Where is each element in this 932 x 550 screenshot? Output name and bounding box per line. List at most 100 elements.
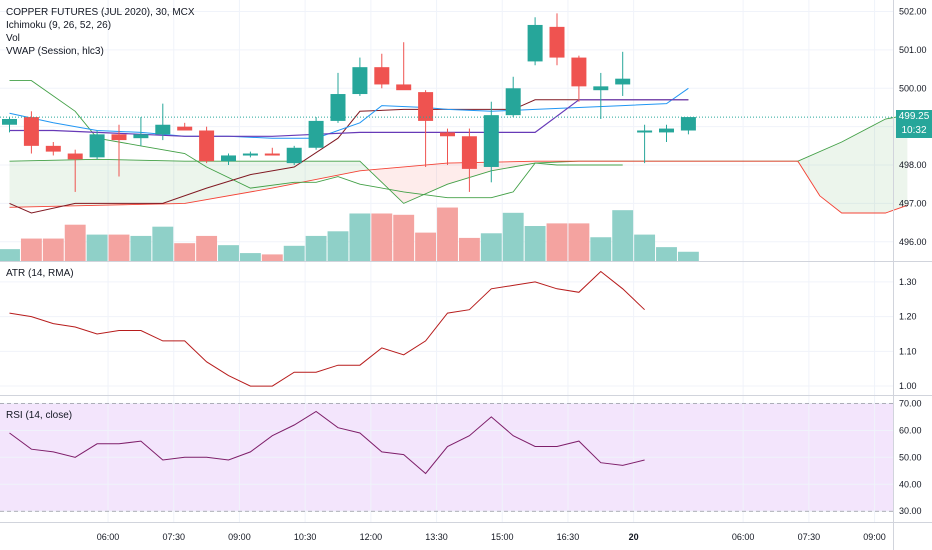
symbol-title: COPPER FUTURES (JUL 2020), 30, MCX bbox=[6, 7, 195, 18]
candle-body-17 bbox=[374, 67, 390, 85]
volume-bar-9 bbox=[196, 235, 218, 261]
candle-body-27 bbox=[593, 86, 609, 91]
volume-bar-28 bbox=[612, 210, 634, 261]
volume-bar-26 bbox=[568, 223, 590, 261]
candle-body-21 bbox=[461, 136, 477, 169]
candle-body-11 bbox=[242, 153, 258, 156]
volume-bar-4 bbox=[86, 234, 108, 261]
candle-body-7 bbox=[155, 124, 171, 135]
volume-bar-8 bbox=[174, 243, 196, 261]
volume-bar-31 bbox=[677, 251, 699, 261]
candle-body-18 bbox=[396, 84, 412, 91]
volume-bar-16 bbox=[349, 213, 371, 261]
atr-line bbox=[9, 270, 645, 387]
candle-body-28 bbox=[615, 78, 631, 85]
time-tick-label-10: 07:30 bbox=[798, 532, 821, 542]
candle-body-2 bbox=[45, 145, 61, 152]
volume-bar-6 bbox=[130, 235, 152, 261]
volume-bar-29 bbox=[634, 234, 656, 261]
candle-body-8 bbox=[177, 126, 193, 131]
candle-body-22 bbox=[483, 115, 499, 167]
time-tick-label-8: 20 bbox=[629, 532, 639, 542]
volume-bar-1 bbox=[20, 238, 42, 261]
candle-body-0 bbox=[2, 118, 17, 125]
candle-body-29 bbox=[637, 130, 653, 133]
indicator-vwap-label[interactable]: VWAP (Session, hlc3) bbox=[6, 46, 104, 57]
volume-bar-0 bbox=[0, 249, 20, 261]
candle-body-12 bbox=[264, 153, 280, 156]
ichimoku-conversion-line bbox=[9, 87, 689, 139]
time-tick-label-5: 13:30 bbox=[425, 532, 448, 542]
candle-body-24 bbox=[527, 24, 543, 62]
volume-bar-3 bbox=[64, 224, 86, 261]
last-price-tag: 499.25 bbox=[896, 110, 932, 125]
candle-body-6 bbox=[133, 134, 149, 139]
price-tick-label-0: 496.00 bbox=[899, 237, 927, 247]
atr-tick-label-3: 1.30 bbox=[899, 277, 917, 287]
time-tick-label-9: 06:00 bbox=[732, 532, 755, 542]
ichimoku-cloud-2 bbox=[579, 115, 908, 213]
ichimoku-span-b bbox=[9, 160, 908, 214]
rsi-pane-title[interactable]: RSI (14, close) bbox=[6, 410, 73, 421]
time-tick-label-1: 07:30 bbox=[162, 532, 185, 542]
candle-body-25 bbox=[549, 26, 565, 58]
volume-bar-7 bbox=[152, 226, 174, 261]
candle-body-9 bbox=[199, 130, 215, 162]
price-tick-label-2: 498.00 bbox=[899, 160, 927, 170]
candle-body-15 bbox=[330, 94, 346, 121]
candle-body-19 bbox=[418, 92, 434, 121]
ichimoku-cloud-1 bbox=[373, 161, 576, 203]
candle-body-16 bbox=[352, 67, 368, 95]
time-tick-label-6: 15:00 bbox=[491, 532, 514, 542]
candle-body-13 bbox=[286, 147, 302, 164]
time-tick-label-7: 16:30 bbox=[557, 532, 580, 542]
volume-bar-23 bbox=[502, 212, 524, 261]
volume-bar-5 bbox=[108, 234, 130, 261]
vwap-line bbox=[9, 99, 689, 137]
volume-bar-19 bbox=[415, 232, 437, 261]
volume-bar-25 bbox=[546, 223, 568, 261]
ichimoku-cloud-0 bbox=[9, 159, 369, 208]
atr-tick-label-1: 1.10 bbox=[899, 346, 917, 356]
volume-bar-14 bbox=[305, 235, 327, 261]
indicator-vol-label[interactable]: Vol bbox=[6, 33, 20, 44]
time-tick-label-4: 12:00 bbox=[360, 532, 383, 542]
volume-bar-24 bbox=[524, 226, 546, 261]
rsi-tick-label-1: 40.00 bbox=[899, 479, 922, 489]
candle-body-4 bbox=[89, 134, 105, 158]
volume-bar-22 bbox=[480, 233, 502, 261]
time-tick-label-0: 06:00 bbox=[97, 532, 120, 542]
candle-body-31 bbox=[680, 117, 696, 131]
volume-bar-11 bbox=[239, 253, 261, 261]
time-tick-label-11: 09:00 bbox=[863, 532, 886, 542]
candle-body-10 bbox=[221, 155, 236, 162]
main-legend: COPPER FUTURES (JUL 2020), 30, MCX Ichim… bbox=[6, 6, 195, 58]
time-tick-label-2: 09:00 bbox=[228, 532, 251, 542]
candle-body-23 bbox=[505, 88, 521, 116]
atr-tick-label-0: 1.00 bbox=[899, 381, 917, 391]
volume-bar-30 bbox=[656, 247, 677, 261]
rsi-tick-label-3: 60.00 bbox=[899, 425, 922, 435]
volume-bar-12 bbox=[261, 254, 283, 261]
volume-bar-21 bbox=[458, 237, 480, 261]
price-tick-label-6: 502.00 bbox=[899, 7, 927, 17]
atr-pane-title[interactable]: ATR (14, RMA) bbox=[6, 268, 74, 279]
indicator-ichimoku-label[interactable]: Ichimoku (9, 26, 52, 26) bbox=[6, 20, 112, 31]
volume-bar-13 bbox=[283, 245, 305, 261]
candle-body-1 bbox=[23, 117, 39, 146]
price-tick-label-5: 501.00 bbox=[899, 45, 927, 55]
volume-bar-17 bbox=[371, 213, 393, 261]
volume-bar-15 bbox=[327, 231, 349, 261]
candle-body-30 bbox=[659, 128, 674, 133]
candle-body-3 bbox=[67, 153, 83, 160]
candle-body-5 bbox=[111, 134, 127, 141]
atr-tick-label-2: 1.20 bbox=[899, 312, 917, 322]
rsi-tick-label-4: 70.00 bbox=[899, 398, 922, 408]
volume-bar-20 bbox=[437, 207, 458, 261]
rsi-line bbox=[9, 410, 645, 475]
price-tick-label-1: 497.00 bbox=[899, 198, 927, 208]
price-tick-label-4: 500.00 bbox=[899, 83, 927, 93]
volume-bar-10 bbox=[218, 245, 239, 261]
candle-body-26 bbox=[571, 57, 587, 87]
